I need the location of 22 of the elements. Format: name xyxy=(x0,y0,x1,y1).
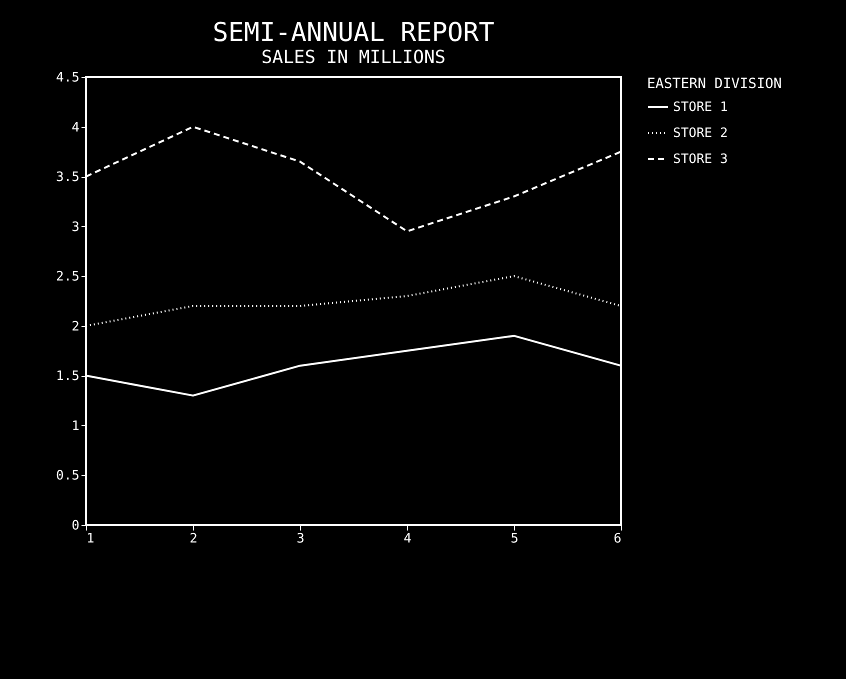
y-tick-label: 3.5 xyxy=(56,170,80,186)
x-tick-label: 4 xyxy=(404,532,412,546)
y-tick-label: 2.5 xyxy=(56,270,80,285)
x-tick-label: 3 xyxy=(296,532,304,546)
y-tick-label: 4 xyxy=(72,120,80,136)
x-tick-label: 2 xyxy=(190,532,198,546)
y-tick-label: 3 xyxy=(72,220,80,235)
chart-title: SEMI-ANNUAL REPORT xyxy=(212,18,495,48)
chart-subtitle: SALES IN MILLIONS xyxy=(261,47,446,68)
legend-label: STORE 3 xyxy=(673,152,728,167)
x-tick-label: 5 xyxy=(510,532,518,546)
legend-title: EASTERN DIVISION xyxy=(647,76,782,92)
x-tick-label: 1 xyxy=(86,532,94,546)
y-tick-label: 4.5 xyxy=(56,70,80,86)
y-tick-label: 1.5 xyxy=(56,369,80,384)
y-tick-label: 0.5 xyxy=(56,468,80,484)
y-tick-label: 1 xyxy=(72,418,80,434)
legend-label: STORE 2 xyxy=(673,126,728,141)
legend-label: STORE 1 xyxy=(673,100,728,115)
x-tick-label: 6 xyxy=(614,532,622,546)
y-tick-label: 2 xyxy=(72,319,80,334)
y-tick-label: 0 xyxy=(72,518,80,534)
